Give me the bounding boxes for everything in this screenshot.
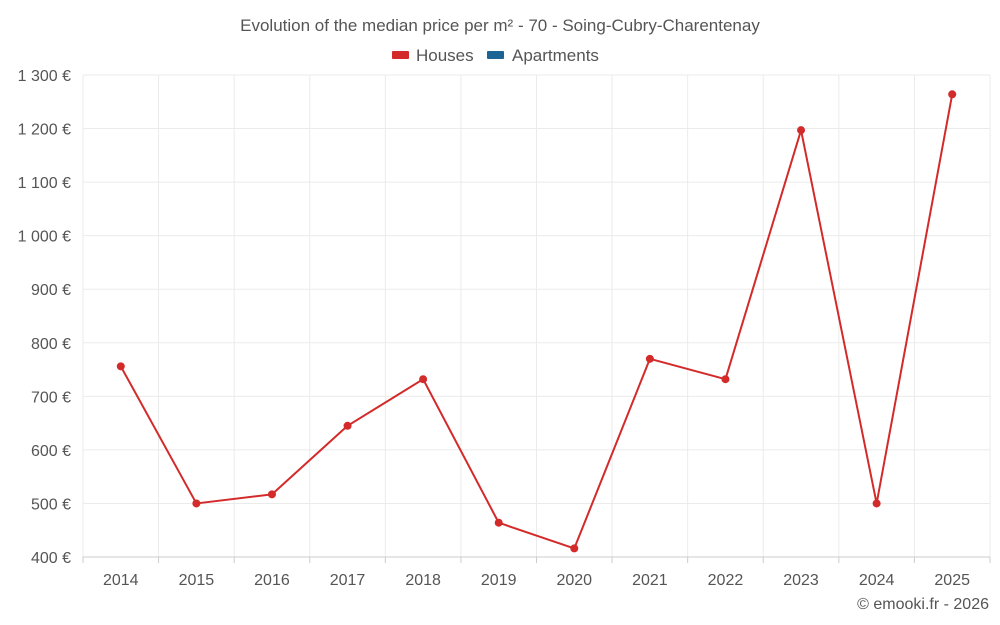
data-point-houses[interactable] bbox=[570, 544, 579, 553]
y-tick-label: 1 000 € bbox=[18, 229, 71, 246]
x-tick-label: 2021 bbox=[632, 572, 668, 589]
legend-label-houses: Houses bbox=[416, 46, 474, 65]
legend-item-houses[interactable]: Houses bbox=[392, 46, 474, 65]
legend-swatch-houses bbox=[392, 51, 409, 59]
plot-area bbox=[116, 90, 957, 553]
grid bbox=[82, 74, 991, 557]
x-tick-label: 2025 bbox=[934, 572, 970, 589]
data-point-houses[interactable] bbox=[872, 499, 881, 508]
data-point-houses[interactable] bbox=[343, 421, 352, 430]
y-tick-label: 1 200 € bbox=[18, 122, 71, 139]
data-point-houses[interactable] bbox=[797, 126, 806, 135]
y-tick-label: 1 100 € bbox=[18, 175, 71, 192]
x-tick-label: 2023 bbox=[783, 572, 819, 589]
data-point-houses[interactable] bbox=[721, 375, 730, 384]
data-point-houses[interactable] bbox=[948, 90, 957, 99]
x-tick-label: 2017 bbox=[330, 572, 366, 589]
y-tick-label: 700 € bbox=[31, 389, 71, 406]
data-point-houses[interactable] bbox=[494, 518, 503, 527]
x-tick-label: 2015 bbox=[179, 572, 215, 589]
x-axis: 2014 2015 2016 2017 2018 2019 2020 2021 2022 2023… bbox=[82, 556, 991, 589]
legend: Houses Apartments bbox=[392, 46, 599, 65]
y-tick-label: 800 € bbox=[31, 336, 71, 353]
x-tick-label: 2020 bbox=[556, 572, 592, 589]
y-tick-label: 500 € bbox=[31, 496, 71, 513]
y-tick-label: 600 € bbox=[31, 443, 71, 460]
credit-text: © emooki.fr - 2026 bbox=[857, 596, 989, 613]
x-tick-label: 2019 bbox=[481, 572, 517, 589]
y-tick-label: 900 € bbox=[31, 282, 71, 299]
legend-label-apartments: Apartments bbox=[512, 46, 599, 65]
chart-title: Evolution of the median price per m² - 7… bbox=[240, 16, 760, 35]
data-point-houses[interactable] bbox=[419, 375, 428, 384]
x-tick-label: 2022 bbox=[708, 572, 744, 589]
x-tick-label: 2014 bbox=[103, 572, 139, 589]
y-tick-label: 1 300 € bbox=[18, 68, 71, 85]
x-tick-label: 2018 bbox=[405, 572, 441, 589]
data-point-houses[interactable] bbox=[192, 499, 201, 508]
x-tick-label: 2024 bbox=[859, 572, 895, 589]
y-axis: 400 € 500 € 600 € 700 € 800 € 900 € 1 000 € 1 1… bbox=[18, 68, 71, 567]
legend-item-apartments[interactable]: Apartments bbox=[487, 46, 599, 65]
y-tick-label: 400 € bbox=[31, 550, 71, 567]
x-tick-label: 2016 bbox=[254, 572, 290, 589]
series-line-houses bbox=[119, 94, 954, 550]
data-point-houses[interactable] bbox=[267, 490, 276, 499]
data-point-houses[interactable] bbox=[645, 354, 654, 363]
data-point-houses[interactable] bbox=[116, 362, 125, 371]
legend-swatch-apartments bbox=[487, 51, 504, 59]
